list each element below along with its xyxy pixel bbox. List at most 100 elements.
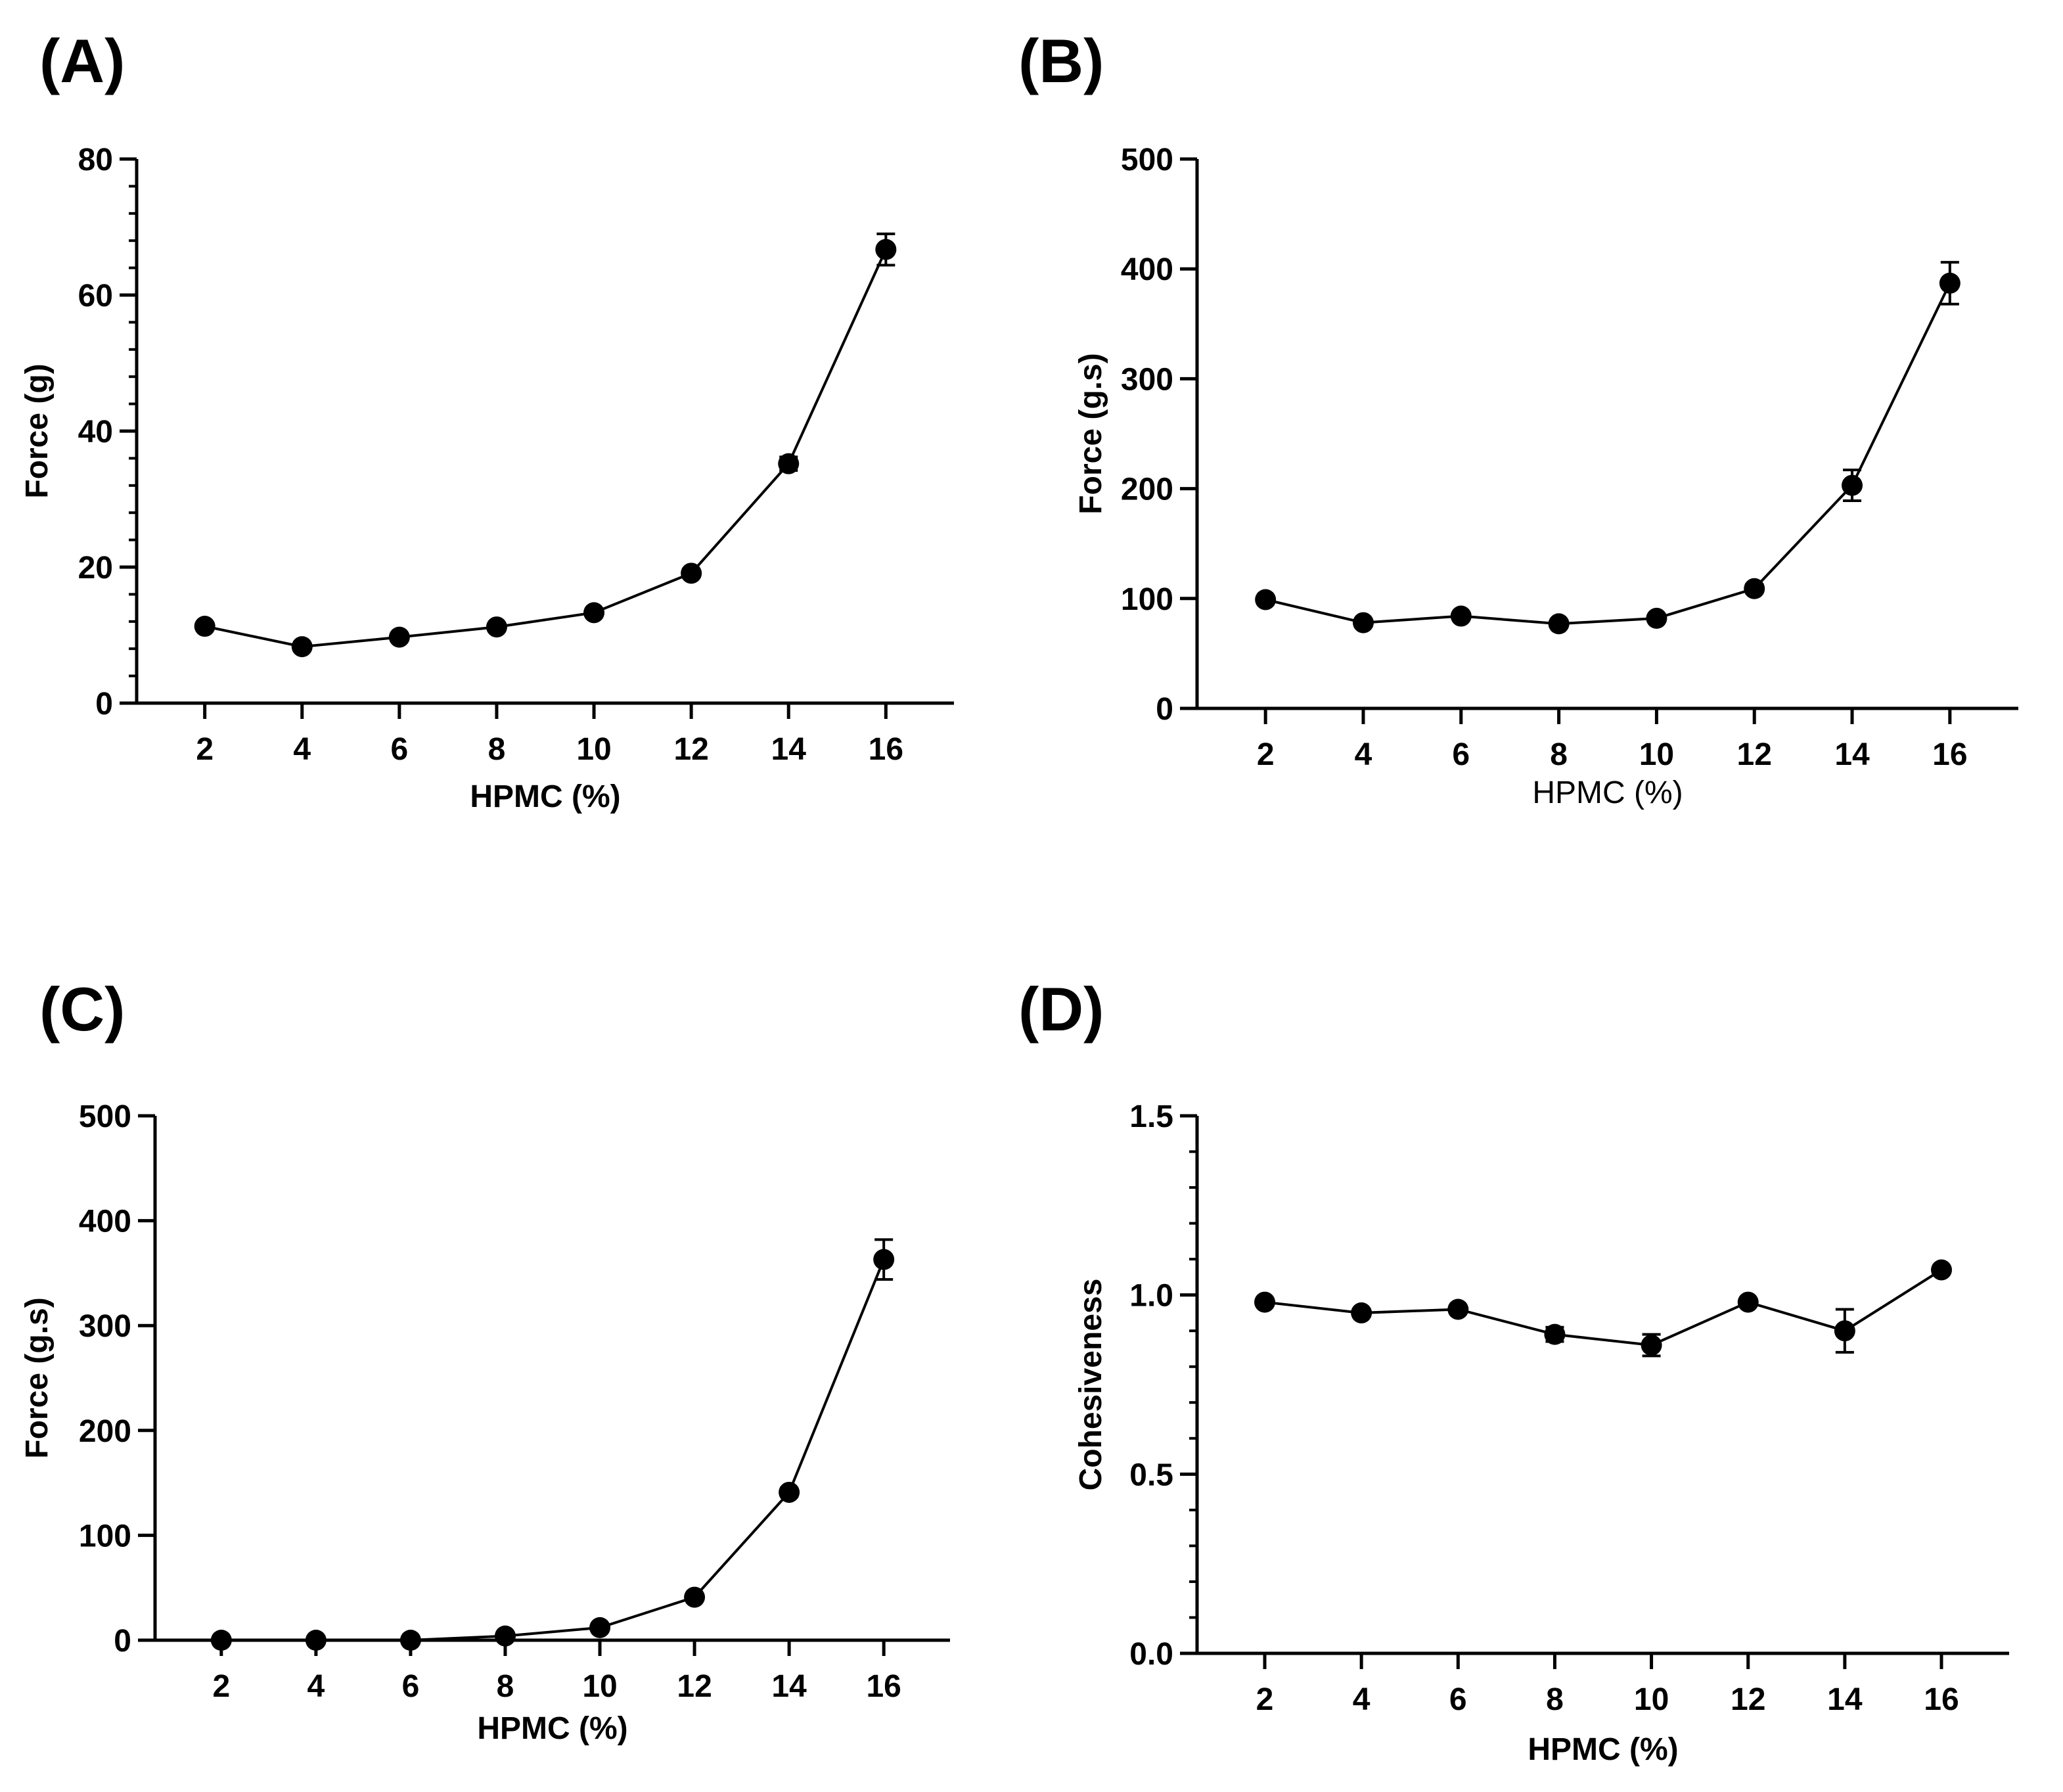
y-tick-label: 500 [1121,143,1173,177]
data-point [1447,1298,1469,1320]
data-point [1641,1335,1662,1356]
x-tick-label: 6 [402,1669,420,1704]
y-tick-label: 400 [79,1205,131,1239]
data-point [875,239,897,260]
panel-b: (B) 0 100 200 300 400 500 2 4 6 8 10 12 14 16 HPMC (%) F… [1018,26,2018,810]
data-point [210,1630,232,1651]
x-tick-label: 6 [391,732,409,767]
data-point [583,602,605,624]
x-tick-label: 12 [677,1669,712,1704]
data-point [1352,612,1374,633]
y-axis-label: Cohesiveness [1074,1279,1108,1491]
x-tick-label: 4 [1355,737,1372,772]
y-tick-label: 500 [79,1099,131,1134]
x-tick-label: 12 [673,732,708,767]
x-tick-label: 4 [307,1669,325,1704]
x-tick-label: 4 [1353,1682,1371,1717]
x-tick-label: 8 [1546,1682,1564,1717]
data-point [1254,1291,1275,1313]
data-point [194,616,215,637]
y-tick-label: 300 [79,1309,131,1344]
data-point [1834,1320,1855,1342]
y-tick-label: 0.0 [1129,1637,1173,1672]
x-tick-label: 8 [488,732,506,767]
data-point [494,1625,516,1647]
data-point [1548,613,1570,635]
x-tick-label: 8 [1550,737,1568,772]
x-axis-label: HPMC (%) [1532,775,1683,810]
y-tick-label: 0 [1156,692,1173,727]
data-point [589,1617,611,1638]
panel-c: (C) 0 100 200 300 400 500 2 4 6 8 10 12 14 16 HPMC (%) F… [20,975,950,1746]
y-tick-label: 0.5 [1129,1458,1173,1492]
x-tick-label: 2 [1256,1682,1274,1717]
x-tick-label: 6 [1449,1682,1467,1717]
data-point [1737,1291,1759,1313]
panel-label: (C) [39,975,125,1044]
y-tick-label: 0 [114,1624,131,1659]
x-tick-label: 14 [1827,1682,1863,1717]
x-axis-label: HPMC (%) [477,1711,627,1746]
x-tick-label: 2 [212,1669,230,1704]
data-point [778,453,800,474]
x-tick-label: 16 [869,732,903,767]
series-line [221,1258,886,1642]
y-tick-label: 60 [78,279,113,313]
panel-a: (A) 0 20 40 60 80 2 4 6 8 10 12 14 16 HPMC (%) Force (g… [20,26,954,814]
y-tick-label: 80 [78,143,113,177]
y-tick-label: 200 [79,1414,131,1449]
data-point [1744,578,1765,599]
y-tick-label: 200 [1121,472,1173,507]
data-point [681,563,702,584]
data-point [1842,474,1863,496]
y-axis-label: Force (g) [20,363,55,498]
x-tick-label: 8 [497,1669,514,1704]
data-point [1450,605,1472,627]
x-tick-label: 10 [1639,737,1674,772]
x-axis-label: HPMC (%) [1528,1732,1678,1767]
y-axis-label: Force (g.s) [20,1297,55,1458]
panel-label: (A) [39,26,125,95]
data-point [1351,1302,1372,1323]
y-tick-label: 300 [1121,362,1173,397]
x-tick-label: 12 [1731,1682,1765,1717]
x-tick-label: 14 [1834,737,1870,772]
x-tick-label: 16 [866,1669,901,1704]
data-point [779,1481,800,1503]
data-point [1544,1323,1566,1345]
x-tick-label: 16 [1932,737,1967,772]
panel-label: (D) [1018,975,1104,1044]
data-point [684,1586,706,1608]
y-tick-label: 1.5 [1129,1099,1173,1134]
data-point [305,1630,327,1651]
series-line [204,248,888,649]
series-line [1265,283,1951,626]
x-tick-label: 14 [771,1669,807,1704]
x-tick-label: 6 [1452,737,1470,772]
panel-label: (B) [1018,26,1104,95]
x-tick-label: 4 [293,732,311,767]
x-tick-label: 2 [196,732,214,767]
x-tick-label: 14 [771,732,807,767]
data-point [873,1249,895,1270]
series-line [1264,1268,1943,1347]
y-tick-label: 0 [95,687,113,722]
data-point [1646,607,1667,629]
data-point [388,626,410,648]
data-point [399,1630,421,1651]
x-tick-label: 12 [1737,737,1772,772]
y-tick-label: 1.0 [1129,1279,1173,1314]
data-point [1931,1259,1952,1281]
x-tick-label: 16 [1924,1682,1959,1717]
y-tick-label: 100 [1121,582,1173,617]
y-tick-label: 20 [78,551,113,586]
x-tick-label: 10 [576,732,611,767]
y-axis-label: Force (g.s) [1074,353,1108,514]
y-tick-label: 100 [79,1519,131,1553]
data-point [291,636,313,658]
x-tick-label: 10 [582,1669,617,1704]
y-tick-label: 40 [78,415,113,449]
x-tick-label: 2 [1257,737,1275,772]
data-point [1939,272,1961,294]
